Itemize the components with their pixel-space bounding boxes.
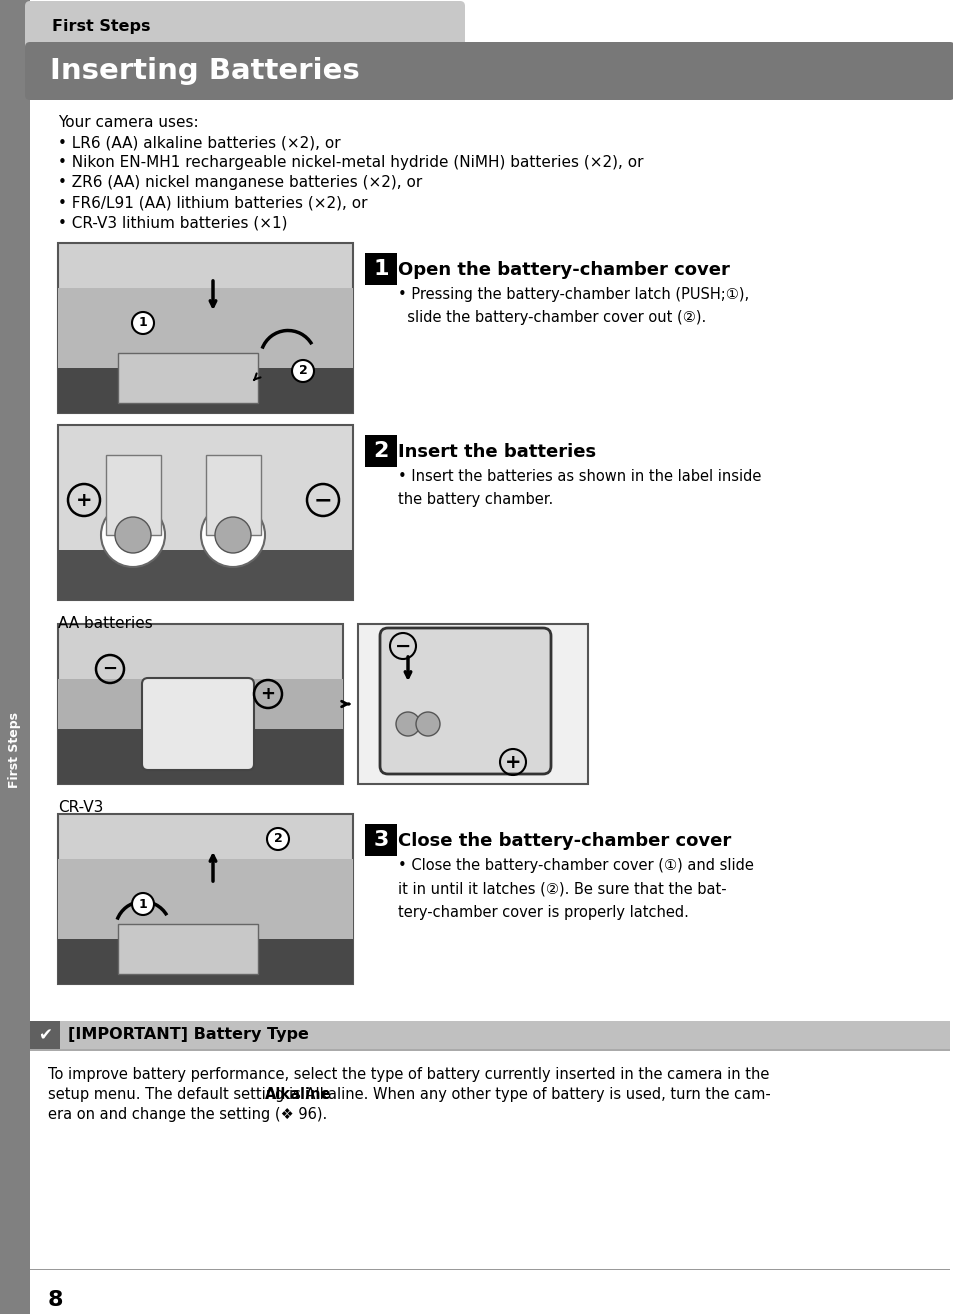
- Text: Open the battery-chamber cover: Open the battery-chamber cover: [397, 261, 729, 279]
- Text: • Pressing the battery-chamber latch (PUSH;①),
  slide the battery-chamber cover: • Pressing the battery-chamber latch (PU…: [397, 286, 748, 326]
- Text: −: −: [395, 636, 411, 656]
- Text: AA batteries: AA batteries: [58, 616, 152, 631]
- Text: 8: 8: [48, 1290, 64, 1310]
- Circle shape: [267, 828, 289, 850]
- Text: • FR6/L91 (AA) lithium batteries (×2), or: • FR6/L91 (AA) lithium batteries (×2), o…: [58, 194, 367, 210]
- Text: • Nikon EN-MH1 rechargeable nickel-metal hydride (NiMH) batteries (×2), or: • Nikon EN-MH1 rechargeable nickel-metal…: [58, 155, 643, 170]
- Text: • ZR6 (AA) nickel manganese batteries (×2), or: • ZR6 (AA) nickel manganese batteries (×…: [58, 175, 422, 191]
- Text: +: +: [75, 490, 92, 510]
- Text: +: +: [504, 753, 520, 771]
- Bar: [58, 288, 353, 368]
- Bar: [30, 43, 953, 53]
- Bar: [58, 729, 343, 784]
- Text: 2: 2: [274, 833, 282, 845]
- Text: Your camera uses:: Your camera uses:: [58, 116, 198, 130]
- Bar: [365, 435, 396, 466]
- FancyBboxPatch shape: [379, 628, 551, 774]
- Text: −: −: [102, 660, 117, 678]
- Bar: [58, 679, 343, 729]
- Circle shape: [132, 311, 153, 334]
- Circle shape: [395, 712, 419, 736]
- Bar: [30, 1021, 949, 1049]
- Text: Alkaline: Alkaline: [265, 1087, 331, 1102]
- Bar: [357, 624, 587, 784]
- Text: −: −: [314, 490, 332, 510]
- Text: [IMPORTANT] Battery Type: [IMPORTANT] Battery Type: [68, 1028, 309, 1042]
- Bar: [58, 551, 353, 600]
- Text: First Steps: First Steps: [9, 712, 22, 788]
- Text: setup menu. The default setting is Alkaline. When any other type of battery is u: setup menu. The default setting is Alkal…: [48, 1087, 770, 1102]
- Bar: [58, 424, 353, 600]
- Text: • LR6 (AA) alkaline batteries (×2), or: • LR6 (AA) alkaline batteries (×2), or: [58, 135, 340, 150]
- Bar: [365, 824, 396, 855]
- Bar: [206, 455, 261, 535]
- Bar: [58, 368, 353, 413]
- Bar: [58, 859, 353, 940]
- Text: To improve battery performance, select the type of battery currently inserted in: To improve battery performance, select t…: [48, 1067, 768, 1081]
- Text: ✔: ✔: [38, 1026, 51, 1045]
- Text: Insert the batteries: Insert the batteries: [397, 443, 596, 461]
- Bar: [58, 624, 343, 784]
- FancyBboxPatch shape: [142, 678, 253, 770]
- Bar: [30, 1021, 60, 1049]
- Text: +: +: [260, 685, 275, 703]
- Text: • Close the battery-chamber cover (①) and slide
it in until it latches (②). Be s: • Close the battery-chamber cover (①) an…: [397, 858, 753, 920]
- Bar: [58, 940, 353, 984]
- Bar: [0, 0, 30, 1314]
- Bar: [58, 243, 353, 413]
- Bar: [106, 455, 161, 535]
- Text: 3: 3: [373, 830, 388, 850]
- Text: First Steps: First Steps: [52, 20, 151, 34]
- Circle shape: [101, 503, 165, 568]
- Text: • CR-V3 lithium batteries (×1): • CR-V3 lithium batteries (×1): [58, 215, 287, 230]
- Text: era on and change the setting (❖ 96).: era on and change the setting (❖ 96).: [48, 1106, 327, 1122]
- Bar: [30, 1049, 949, 1051]
- FancyBboxPatch shape: [25, 1, 464, 53]
- Text: • Insert the batteries as shown in the label inside
the battery chamber.: • Insert the batteries as shown in the l…: [397, 469, 760, 507]
- Circle shape: [292, 360, 314, 382]
- Circle shape: [214, 516, 251, 553]
- Bar: [118, 924, 257, 974]
- Text: Inserting Batteries: Inserting Batteries: [50, 57, 359, 85]
- Text: 1: 1: [138, 897, 147, 911]
- Text: 2: 2: [373, 442, 388, 461]
- Text: CR-V3: CR-V3: [58, 800, 103, 815]
- Circle shape: [416, 712, 439, 736]
- Text: Close the battery-chamber cover: Close the battery-chamber cover: [397, 832, 731, 850]
- Circle shape: [115, 516, 151, 553]
- Bar: [58, 813, 353, 984]
- Text: 1: 1: [138, 317, 147, 330]
- Text: 2: 2: [298, 364, 307, 377]
- FancyBboxPatch shape: [25, 42, 953, 100]
- Bar: [365, 254, 396, 285]
- Circle shape: [132, 894, 153, 915]
- Text: 1: 1: [373, 259, 388, 279]
- Bar: [118, 353, 257, 403]
- Circle shape: [201, 503, 265, 568]
